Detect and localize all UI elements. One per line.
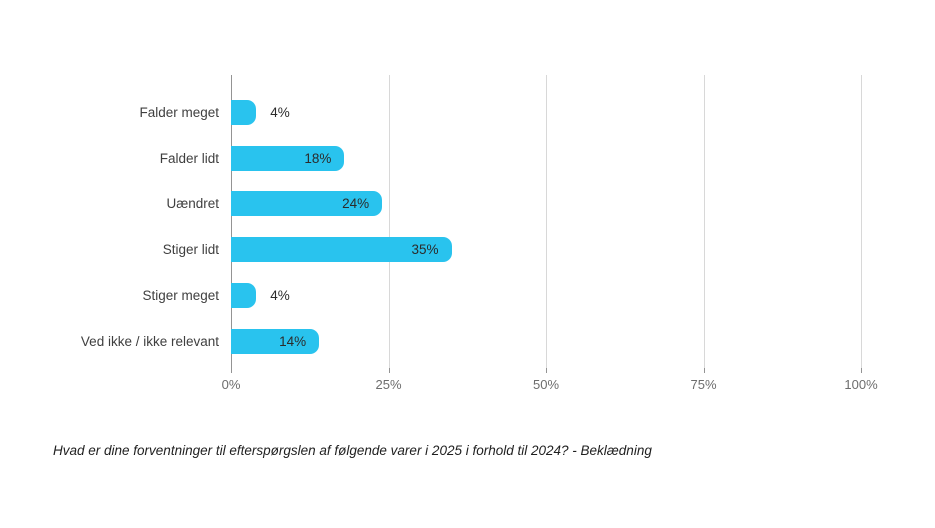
bar-row: 14% bbox=[231, 328, 861, 354]
bar: 35% bbox=[231, 237, 452, 263]
category-label: Stiger meget bbox=[142, 287, 219, 303]
bar: 14% bbox=[231, 328, 320, 354]
bar: 24% bbox=[231, 191, 383, 217]
chart-caption: Hvad er dine forventninger til efterspør… bbox=[53, 443, 652, 458]
category-label: Falder lidt bbox=[159, 150, 219, 166]
gridline bbox=[703, 75, 705, 368]
bar-row: 35% bbox=[231, 237, 861, 263]
axis-tick bbox=[703, 368, 705, 373]
bar-value-label: 4% bbox=[270, 287, 290, 303]
bar-row: 18% bbox=[231, 145, 861, 171]
category-axis: Falder meget Falder lidt Uændret Stiger lid… bbox=[0, 75, 219, 368]
bar bbox=[231, 282, 257, 308]
bar-value-label: 18% bbox=[304, 150, 332, 166]
x-axis-tick-label: 75% bbox=[690, 377, 717, 392]
bar-value-label: 35% bbox=[411, 242, 439, 258]
bar-row: 4% bbox=[231, 100, 861, 125]
axis-tick bbox=[861, 368, 862, 373]
gridline bbox=[861, 75, 862, 368]
category-label: Stiger lidt bbox=[162, 242, 219, 258]
plot-area: 0% 25% 50% 75% 100% 4% 18% 24% 35% 4% 14% bbox=[222, 75, 878, 392]
axis-tick bbox=[546, 368, 547, 373]
bar-value-label: 14% bbox=[279, 333, 307, 349]
category-label: Uændret bbox=[166, 196, 219, 212]
bar-row: 4% bbox=[231, 282, 861, 308]
x-axis-tick-label: 25% bbox=[375, 377, 402, 392]
bar bbox=[231, 100, 257, 125]
x-axis-tick-label: 100% bbox=[844, 377, 878, 392]
x-axis-tick-label: 0% bbox=[221, 377, 241, 392]
axis-tick bbox=[388, 368, 390, 373]
bar-row: 24% bbox=[231, 191, 861, 217]
bar-value-label: 4% bbox=[270, 105, 290, 120]
x-axis-tick-label: 50% bbox=[532, 377, 560, 392]
bar: 18% bbox=[231, 145, 345, 171]
axis-tick bbox=[231, 368, 232, 373]
gridline bbox=[388, 75, 390, 368]
category-label: Ved ikke / ikke relevant bbox=[80, 333, 219, 349]
category-label: Falder meget bbox=[139, 105, 219, 120]
gridline bbox=[546, 75, 547, 368]
y-axis-line bbox=[231, 75, 232, 368]
bar-value-label: 24% bbox=[342, 196, 370, 212]
